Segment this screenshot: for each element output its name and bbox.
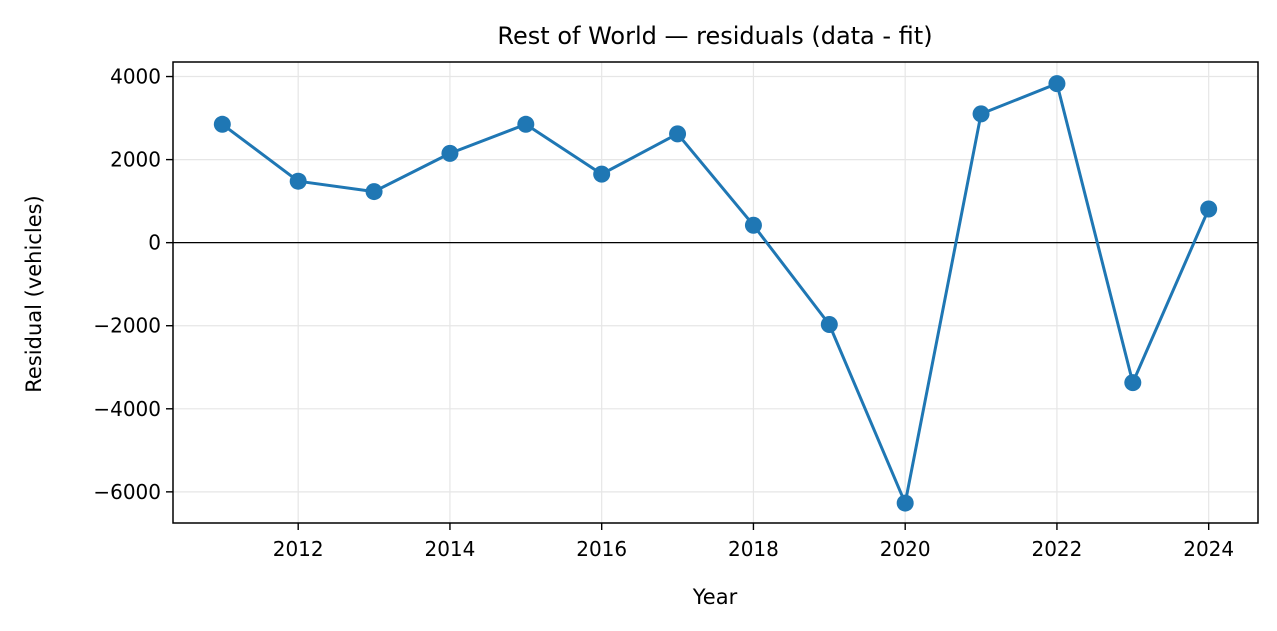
y-tick-label: −2000 [93, 314, 161, 338]
data-point [820, 315, 838, 333]
y-tick-label: −4000 [93, 397, 161, 421]
data-point [669, 125, 687, 143]
data-point [1200, 200, 1218, 218]
y-tick-label: 0 [148, 231, 161, 255]
x-tick-label: 2022 [1031, 537, 1082, 561]
y-axis-label: Residual (vehicles) [22, 195, 46, 392]
data-point [365, 183, 383, 201]
grid [173, 62, 1258, 523]
x-tick-label: 2012 [273, 537, 324, 561]
data-point [1124, 374, 1142, 392]
series-line [221, 82, 1211, 505]
x-tick-label: 2016 [576, 537, 627, 561]
data-point [744, 216, 762, 234]
data-point [972, 105, 990, 123]
data-point [1048, 75, 1066, 93]
x-axis-ticks: 2012 2014 2016 2018 2020 2022 2024 [273, 523, 1234, 561]
y-tick-label: 4000 [110, 65, 161, 89]
x-tick-label: 2014 [424, 537, 475, 561]
series-residuals [213, 75, 1218, 512]
chart-title: Rest of World — residuals (data - fit) [497, 22, 932, 50]
plot-frame [172, 61, 1259, 524]
data-point [517, 115, 535, 133]
data-point [896, 494, 914, 512]
y-tick-label: −6000 [93, 480, 161, 504]
data-point [593, 165, 611, 183]
y-tick-label: 2000 [110, 148, 161, 172]
y-axis-ticks: 4000 2000 0 −2000 −4000 −6000 [93, 65, 173, 504]
x-tick-label: 2020 [880, 537, 931, 561]
data-point [441, 144, 459, 162]
x-tick-label: 2024 [1183, 537, 1234, 561]
x-tick-label: 2018 [728, 537, 779, 561]
data-point [289, 172, 307, 190]
x-axis-label: Year [692, 585, 738, 609]
data-point [213, 115, 231, 133]
